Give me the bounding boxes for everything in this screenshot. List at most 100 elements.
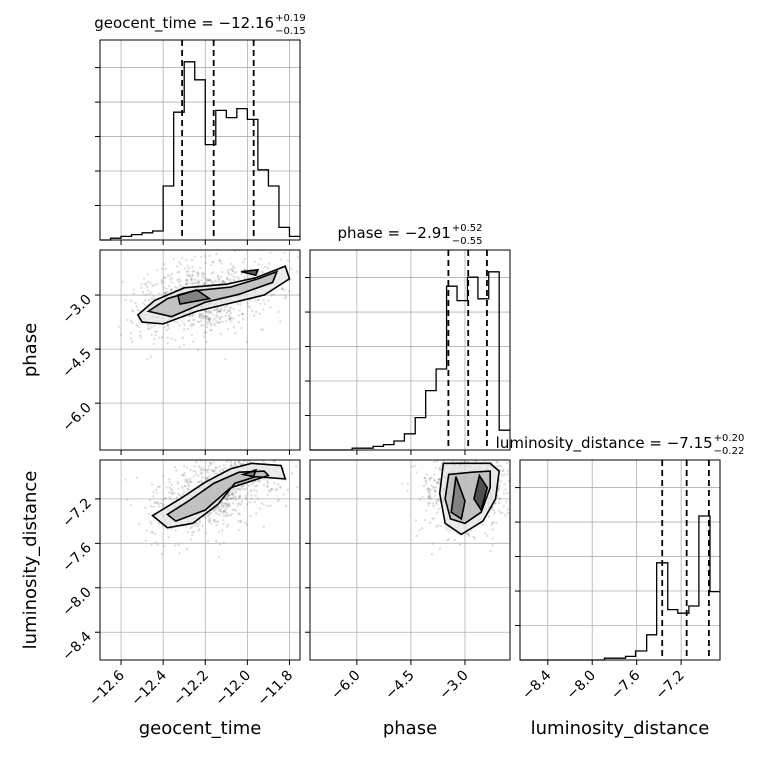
scatter-point (272, 293, 275, 296)
scatter-point (301, 492, 303, 494)
scatter-point (126, 318, 129, 321)
scatter-point (208, 321, 211, 324)
scatter-point (462, 451, 464, 453)
scatter-point (258, 480, 262, 483)
contour-line (240, 468, 258, 478)
scatter-point (192, 530, 196, 533)
scatter-point (153, 501, 156, 504)
scatter-point (228, 317, 232, 321)
scatter-point (217, 507, 220, 510)
scatter-point (272, 460, 275, 463)
scatter-point (240, 462, 243, 466)
scatter-point (219, 310, 222, 313)
scatter-point (484, 531, 487, 535)
scatter-point (492, 521, 495, 524)
scatter-point (222, 309, 225, 312)
scatter-point (283, 297, 287, 300)
scatter-point (206, 471, 209, 474)
scatter-point (246, 302, 249, 305)
scatter-point (177, 487, 180, 491)
scatter-point (216, 309, 219, 313)
scatter-point (194, 522, 197, 525)
scatter-point (425, 473, 429, 476)
scatter-point (198, 480, 201, 484)
scatter-point (481, 523, 485, 527)
scatter-point (152, 294, 155, 298)
scatter-point (469, 452, 471, 454)
x-axis-label: phase (383, 718, 437, 739)
scatter-point (497, 488, 500, 492)
scatter-point (221, 501, 225, 504)
scatter-point (234, 495, 237, 498)
scatter-point (255, 512, 258, 515)
scatter-point (249, 298, 252, 302)
density-fill (473, 475, 488, 510)
scatter-point (157, 502, 160, 506)
scatter-point (186, 481, 189, 485)
scatter-point (147, 512, 150, 516)
scatter-point (227, 493, 230, 496)
scatter-point (168, 486, 171, 489)
scatter-point (219, 509, 222, 512)
scatter-point (238, 494, 242, 497)
scatter-point (233, 455, 235, 457)
scatter-point (233, 250, 237, 253)
x-tick-label: −12.2 (170, 668, 212, 710)
axes-frame (519, 459, 721, 661)
scatter-point (199, 456, 201, 458)
scatter-point (223, 510, 226, 513)
scatter-point (256, 497, 260, 501)
scatter-point (170, 483, 174, 486)
scatter-point (258, 507, 262, 510)
scatter-point (130, 340, 134, 344)
scatter-point (215, 308, 219, 311)
scatter-point (164, 497, 167, 500)
scatter-point (177, 492, 180, 495)
scatter-point (164, 267, 168, 271)
scatter-point (167, 536, 170, 539)
scatter-point (209, 461, 212, 464)
scatter-point (227, 504, 230, 507)
scatter-point (215, 252, 218, 256)
scatter-point (183, 324, 186, 327)
scatter-point (144, 283, 148, 287)
scatter-point (437, 482, 441, 486)
scatter-point (140, 282, 143, 286)
scatter-point (202, 276, 206, 280)
scatter-point (191, 283, 194, 286)
scatter-point (197, 282, 200, 285)
scatter-point (262, 271, 265, 274)
scatter-point (245, 523, 249, 526)
scatter-point (421, 495, 424, 499)
scatter-point (220, 510, 223, 514)
scatter-point (223, 503, 226, 507)
scatter-point (168, 481, 171, 484)
scatter-point (216, 453, 218, 455)
scatter-point (190, 538, 193, 541)
scatter-point (161, 282, 164, 286)
scatter-point (187, 319, 190, 323)
scatter-point (149, 504, 153, 508)
scatter-point (205, 320, 208, 323)
scatter-point (227, 314, 231, 317)
scatter-point (447, 451, 449, 453)
scatter-point (489, 447, 491, 449)
scatter-point (217, 278, 220, 281)
scatter-point (227, 494, 230, 498)
scatter-point (164, 276, 167, 280)
scatter-point (222, 522, 225, 526)
scatter-point (199, 266, 202, 270)
scatter-point (166, 323, 169, 327)
scatter-point (198, 312, 201, 316)
scatter-point (247, 484, 250, 488)
scatter-point (294, 465, 298, 468)
scatter-point (205, 325, 209, 329)
scatter-point (521, 485, 523, 487)
histogram-step-line (520, 515, 720, 661)
scatter-point (500, 474, 504, 477)
scatter-point (429, 498, 433, 501)
scatter-point (223, 509, 227, 513)
scatter-point (124, 478, 127, 481)
x-tick-label: −8.4 (519, 667, 554, 702)
scatter-point (176, 480, 179, 484)
